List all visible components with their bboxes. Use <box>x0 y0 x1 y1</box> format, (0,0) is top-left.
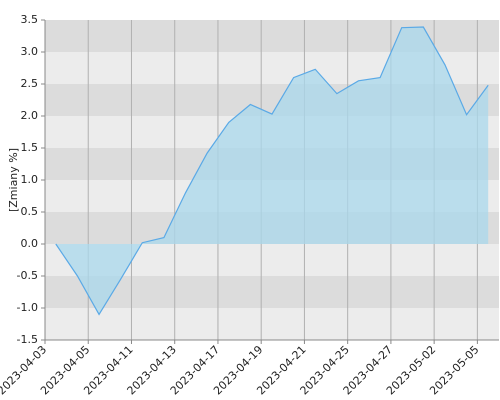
y-tick-label: 0.5 <box>21 205 39 218</box>
y-tick-label: 3.0 <box>21 45 39 58</box>
area <box>55 27 489 315</box>
y-tick-label: 1.5 <box>21 141 39 154</box>
y-tick-label: 0.0 <box>21 237 39 250</box>
y-tick-label: 3.5 <box>21 13 39 26</box>
y-tick-label: 1.0 <box>21 173 39 186</box>
y-tick-label: -0.5 <box>17 269 38 282</box>
y-tick-label: -1.5 <box>17 333 38 346</box>
y-tick-label: 2.5 <box>21 77 39 90</box>
background-band <box>45 308 499 340</box>
y-axis-label: [Zmiany %] <box>7 148 20 212</box>
y-tick-label: -1.0 <box>17 301 38 314</box>
background-band <box>45 276 499 308</box>
line <box>55 26 489 316</box>
y-tick-label: 2.0 <box>21 109 39 122</box>
